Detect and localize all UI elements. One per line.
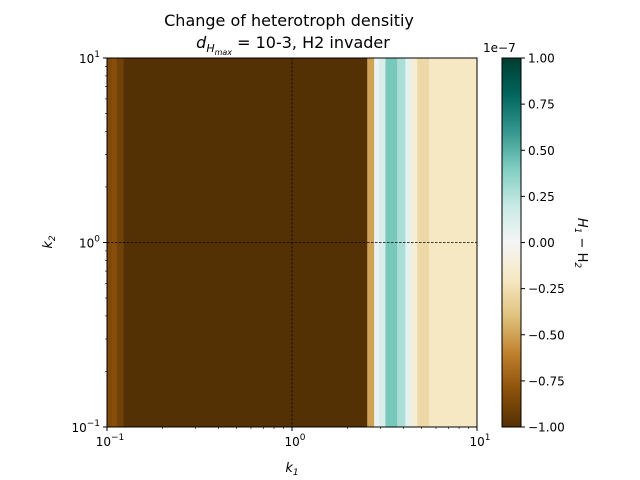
colorbar-tick-label: 0.00 bbox=[528, 236, 555, 250]
chart-subtitle: dHmax = 10-3, H2 invader bbox=[196, 33, 390, 57]
heatmap-column bbox=[367, 58, 375, 427]
x-tick-label: 101 bbox=[469, 433, 490, 449]
colorbar-tick-label: 0.25 bbox=[528, 190, 555, 204]
y-tick-label: 10−1 bbox=[71, 419, 100, 435]
colorbar-tick-label: 0.75 bbox=[528, 98, 555, 112]
y-tick-label: 101 bbox=[79, 50, 100, 66]
x-tick-label: 10−1 bbox=[96, 433, 125, 449]
x-tick-label: 100 bbox=[284, 433, 305, 449]
heatmap-column bbox=[378, 58, 386, 427]
colorbar-ticks: 1.00 0.75 0.50 0.25 0.00 −0.25 −0.50 −0.75 −1.00 bbox=[521, 52, 565, 435]
colorbar-offset-text: 1e−7 bbox=[483, 41, 516, 55]
colorbar-tick-label: 0.50 bbox=[528, 144, 555, 158]
y-tick-label: 100 bbox=[79, 235, 100, 251]
chart-title: Change of heterotroph densitiy bbox=[164, 11, 414, 30]
subtitle-d: d bbox=[196, 33, 207, 52]
subtitle-rest: = 10-3, H2 invader bbox=[232, 33, 390, 52]
colorbar-gradient bbox=[502, 58, 521, 427]
y-axis-ticks: 10−1 100 101 bbox=[71, 50, 107, 435]
x-axis-label: k1 bbox=[285, 461, 298, 478]
subtitle-d-sub: H bbox=[206, 42, 214, 55]
heatmap-column bbox=[411, 58, 418, 427]
heatmap-column bbox=[111, 58, 118, 427]
y-axis-label: k2 bbox=[41, 235, 58, 249]
heatmap-column bbox=[107, 58, 113, 427]
colorbar-tick-label: −0.50 bbox=[528, 328, 565, 342]
subtitle-d-subsub: max bbox=[215, 48, 233, 57]
colorbar-tick-label: −1.00 bbox=[528, 421, 565, 435]
colorbar-tick-label: −0.75 bbox=[528, 374, 565, 388]
colorbar-label: H1 − H2 bbox=[572, 218, 589, 268]
colorbar-tick-label: −0.25 bbox=[528, 282, 565, 296]
x-axis-ticks: 10−1 100 101 bbox=[96, 427, 491, 449]
colorbar-tick-label: 1.00 bbox=[528, 52, 555, 66]
